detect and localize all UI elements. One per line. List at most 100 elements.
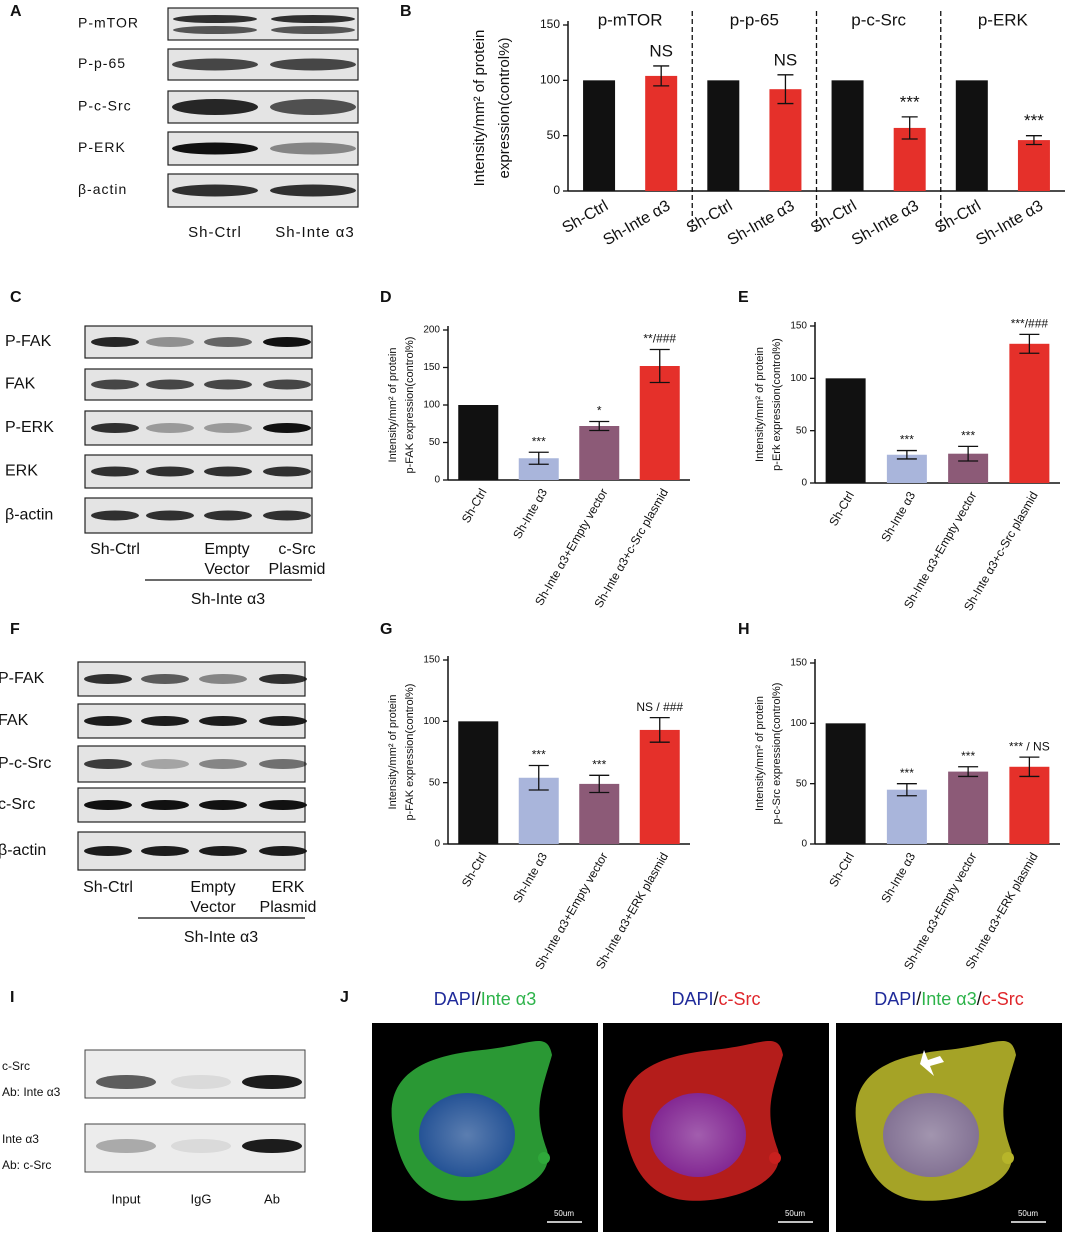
bar — [886, 789, 927, 844]
bar — [1017, 140, 1050, 191]
blot-band — [91, 510, 139, 521]
bar — [1009, 766, 1050, 844]
blot-row-label: P-p-65 — [78, 55, 126, 71]
blot-band — [199, 716, 247, 726]
blot-band — [146, 466, 194, 477]
blot-band — [84, 846, 132, 856]
bar — [831, 80, 864, 191]
y-tick-label: 150 — [540, 17, 560, 31]
blot-band — [141, 800, 189, 810]
blot-row-label: c-Src — [0, 796, 35, 813]
blot-group-label: Sh-Inte α3 — [184, 929, 258, 946]
blot-band — [172, 99, 258, 115]
blot-row-label: FAK — [0, 712, 29, 729]
blot-band — [204, 466, 252, 477]
bar — [458, 721, 499, 844]
panel-letter: F — [10, 621, 20, 638]
x-tick-label: Sh-Inte α3+ERK plasmid — [593, 850, 671, 971]
image-title: DAPI/Inte α3/c-Src — [874, 989, 1024, 1009]
title-part: c-Src — [719, 989, 761, 1009]
blot-band — [141, 846, 189, 856]
x-tick-label: Sh-Inte α3 — [878, 850, 918, 905]
panel-letter: E — [738, 289, 749, 306]
blot-row-label: Inte α3 — [2, 1132, 39, 1146]
blot-band — [270, 142, 356, 155]
title-part: / — [916, 989, 921, 1009]
blot-band — [146, 510, 194, 521]
nucleus-glow — [650, 1093, 746, 1177]
bar — [955, 80, 988, 191]
y-tick-label: 100 — [540, 73, 560, 87]
panel-letter: A — [10, 3, 22, 20]
x-tick-label: Sh-Inte α3 — [601, 197, 674, 249]
blot-row-label: P-ERK — [5, 419, 54, 436]
blot-lane-label: Sh-Ctrl — [188, 224, 242, 241]
y-axis-label: Intensity/mm² of protein — [471, 30, 488, 187]
blot-band — [172, 184, 258, 197]
title-part: c-Src — [982, 989, 1024, 1009]
blot-row-label: Ab: Inte α3 — [2, 1085, 61, 1099]
y-axis-label: Intensity/mm² of protein — [754, 347, 766, 462]
y-tick-label: 150 — [790, 658, 807, 669]
blot-lane-label: c-Src — [278, 541, 315, 558]
blot-band — [263, 379, 311, 390]
nucleus-glow — [883, 1093, 979, 1177]
blot-band — [263, 423, 311, 433]
title-part: / — [977, 989, 982, 1009]
group-label: p-ERK — [978, 10, 1029, 29]
group-label: p-c-Src — [851, 10, 906, 29]
bar — [639, 366, 680, 480]
annotation: *** — [961, 429, 975, 443]
blot-lane-label: Sh-Ctrl — [90, 541, 140, 558]
blot-band — [173, 15, 257, 23]
annotation: *** — [592, 757, 606, 771]
blot-lane-label: Empty — [204, 541, 249, 558]
blot-band — [270, 99, 356, 115]
blot-band — [204, 510, 252, 521]
title-part: Inte α3 — [921, 989, 976, 1009]
y-tick-label: 50 — [796, 425, 808, 436]
annotation: *** — [900, 766, 914, 780]
bar — [769, 89, 802, 191]
blot-band — [146, 423, 194, 433]
blot-row-label: β-actin — [5, 507, 53, 524]
blot-band — [91, 423, 139, 433]
blot-box — [167, 7, 359, 41]
title-part: / — [476, 989, 481, 1009]
blot-band — [199, 674, 247, 684]
bar — [583, 80, 616, 191]
bar — [1009, 343, 1050, 483]
y-tick-label: 50 — [796, 778, 808, 789]
blot-lane-label: Ab — [264, 1191, 280, 1206]
blot-band — [242, 1075, 302, 1089]
blot-row-label: P-mTOR — [78, 15, 139, 31]
blot-lane-label: Plasmid — [260, 899, 317, 916]
blot-group-label: Sh-Inte α3 — [191, 591, 265, 608]
panel-letter: I — [10, 989, 14, 1006]
annotation: *** — [961, 749, 975, 763]
blot-row-label: P-FAK — [0, 670, 45, 687]
x-tick-label: Sh-Ctrl — [459, 486, 490, 525]
y-axis-label: p-Erk expression(control%) — [771, 338, 783, 471]
blot-lane-label: Empty — [190, 879, 235, 896]
blot-row-label: FAK — [5, 376, 36, 393]
blot-band — [91, 466, 139, 477]
panel-letter: H — [738, 621, 750, 638]
blot-band — [204, 379, 252, 390]
blot-row-label: P-ERK — [78, 139, 126, 155]
title-part: DAPI — [874, 989, 916, 1009]
blot-band — [263, 510, 311, 521]
bar — [707, 80, 740, 191]
blot-band — [242, 1139, 302, 1153]
panel-letter: J — [340, 989, 349, 1006]
bar — [458, 405, 499, 480]
y-tick-label: 50 — [547, 128, 561, 142]
y-tick-label: 0 — [801, 478, 807, 489]
scale-bar-label: 50um — [1018, 1209, 1038, 1218]
bar — [639, 729, 680, 844]
y-tick-label: 50 — [429, 777, 441, 788]
blot-box — [84, 1049, 306, 1099]
y-tick-label: 100 — [423, 400, 440, 411]
